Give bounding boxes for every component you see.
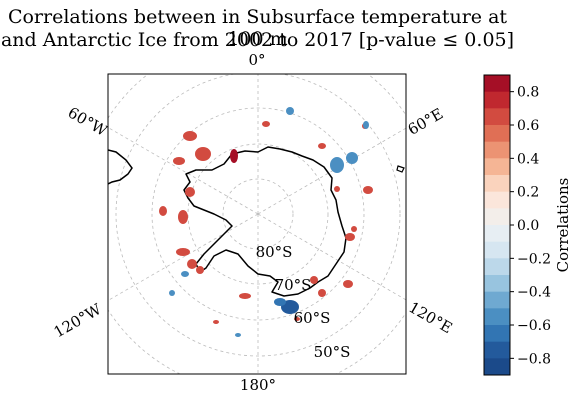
colorbar-segment [484, 341, 510, 359]
colorbar-segment [484, 141, 510, 159]
colorbar-segment [484, 158, 510, 176]
longitude-label-lower-right: 120°E [406, 298, 456, 337]
colorbar-segment [484, 291, 510, 309]
colorbar-segment [484, 275, 510, 293]
colorbar [484, 75, 510, 376]
positive-correlation-patches [159, 121, 373, 324]
colorbar-segment [484, 358, 510, 376]
colorbar-segment [484, 108, 510, 126]
negative-correlation-patches [169, 107, 369, 337]
south-america-coastline [108, 149, 133, 185]
latitude-label-50s: 50°S [314, 343, 351, 361]
colorbar-label: Correlations [554, 178, 572, 273]
colorbar-segment [484, 308, 510, 326]
colorbar-tick-label: −0.8 [517, 351, 551, 367]
island-coastline [396, 165, 405, 173]
longitude-label-lower-left: 120°W [51, 300, 105, 342]
latitude-label-70s: 70°S [275, 276, 312, 294]
colorbar-segment [484, 125, 510, 143]
colorbar-segment [484, 191, 510, 209]
colorbar-tick-label: −0.6 [517, 318, 551, 334]
colorbar-tick-label: 0.0 [517, 218, 539, 234]
colorbar-tick-label: 0.2 [517, 185, 539, 201]
colorbar-segment [484, 208, 510, 226]
colorbar-tick-label: 0.4 [517, 151, 539, 167]
map-frame [107, 73, 407, 375]
longitude-label-bottom: 180° [240, 376, 276, 394]
map-title-line-2: and Antarctic Ice from 2002 to 2017 [p-v… [0, 29, 515, 51]
latitude-label-80s: 80°S [256, 243, 293, 261]
colorbar-tick-label: −0.2 [517, 251, 551, 267]
latitude-gridlines [108, 74, 406, 374]
latitude-label-60s: 60°S [294, 309, 331, 327]
colorbar-segment [484, 241, 510, 259]
longitude-label-top: 0° [248, 51, 265, 69]
colorbar-tick-label: −0.4 [517, 285, 551, 301]
colorbar-tick-label: 0.6 [517, 118, 539, 134]
colorbar-segment [484, 258, 510, 276]
colorbar-segment [484, 91, 510, 109]
colorbar-segment [484, 225, 510, 243]
map-area [108, 74, 406, 374]
longitude-gridlines [108, 74, 406, 374]
colorbar-ticks: 0.8 0.6 0.4 0.2 0.0 −0.2 −0.4 −0.6 −0.8 [510, 85, 551, 367]
map-title-line-1: Correlations between in Subsurface tempe… [7, 6, 508, 50]
colorbar-segment [484, 175, 510, 193]
colorbar-tick-label: 0.8 [517, 85, 539, 101]
colorbar-segment [484, 325, 510, 343]
longitude-label-upper-right: 60°E [405, 104, 447, 138]
longitude-label-upper-left: 60°W [65, 103, 111, 140]
antarctica-coastline [183, 146, 347, 297]
colorbar-segment [484, 75, 510, 93]
